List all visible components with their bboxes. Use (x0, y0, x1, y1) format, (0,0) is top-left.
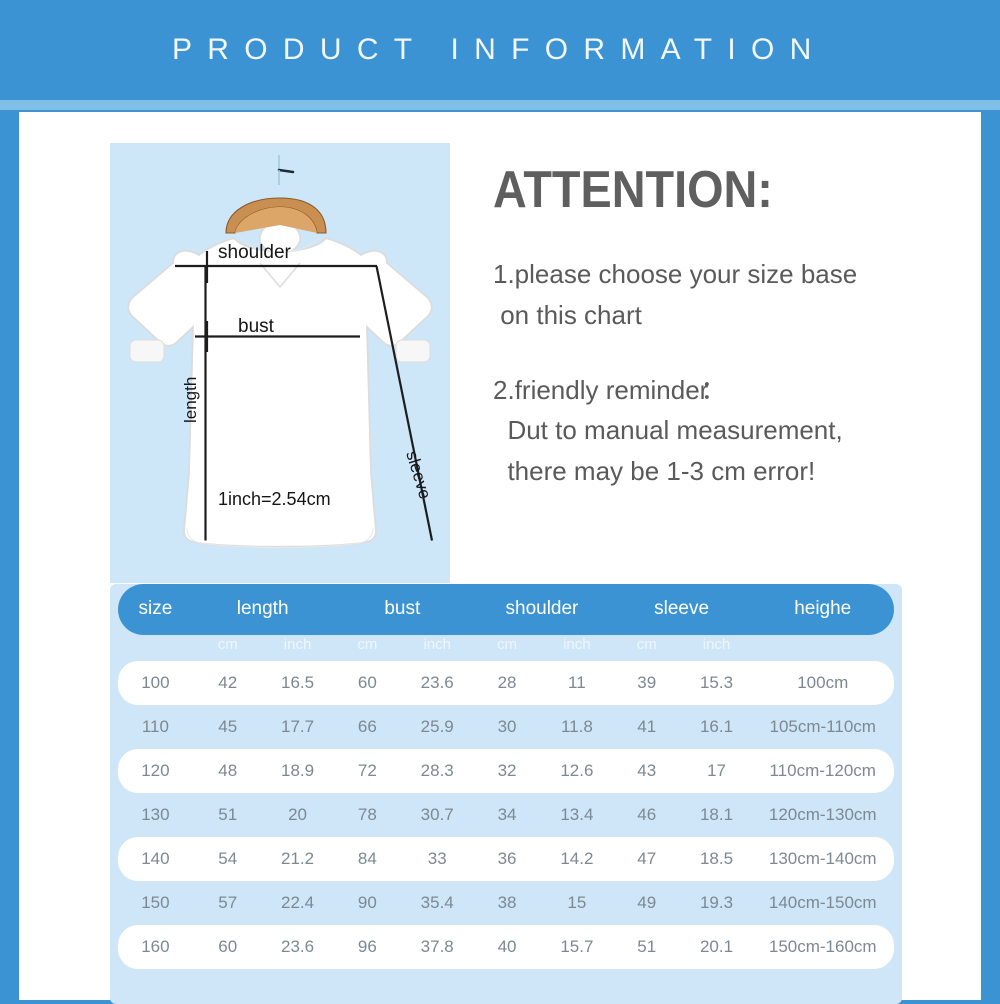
svg-text:length: length (181, 377, 200, 423)
svg-text:bust: bust (238, 316, 275, 337)
svg-text:shoulder: shoulder (218, 242, 292, 263)
svg-text:1inch=2.54cm: 1inch=2.54cm (218, 489, 331, 509)
svg-text:sleeve: sleeve (402, 449, 435, 502)
